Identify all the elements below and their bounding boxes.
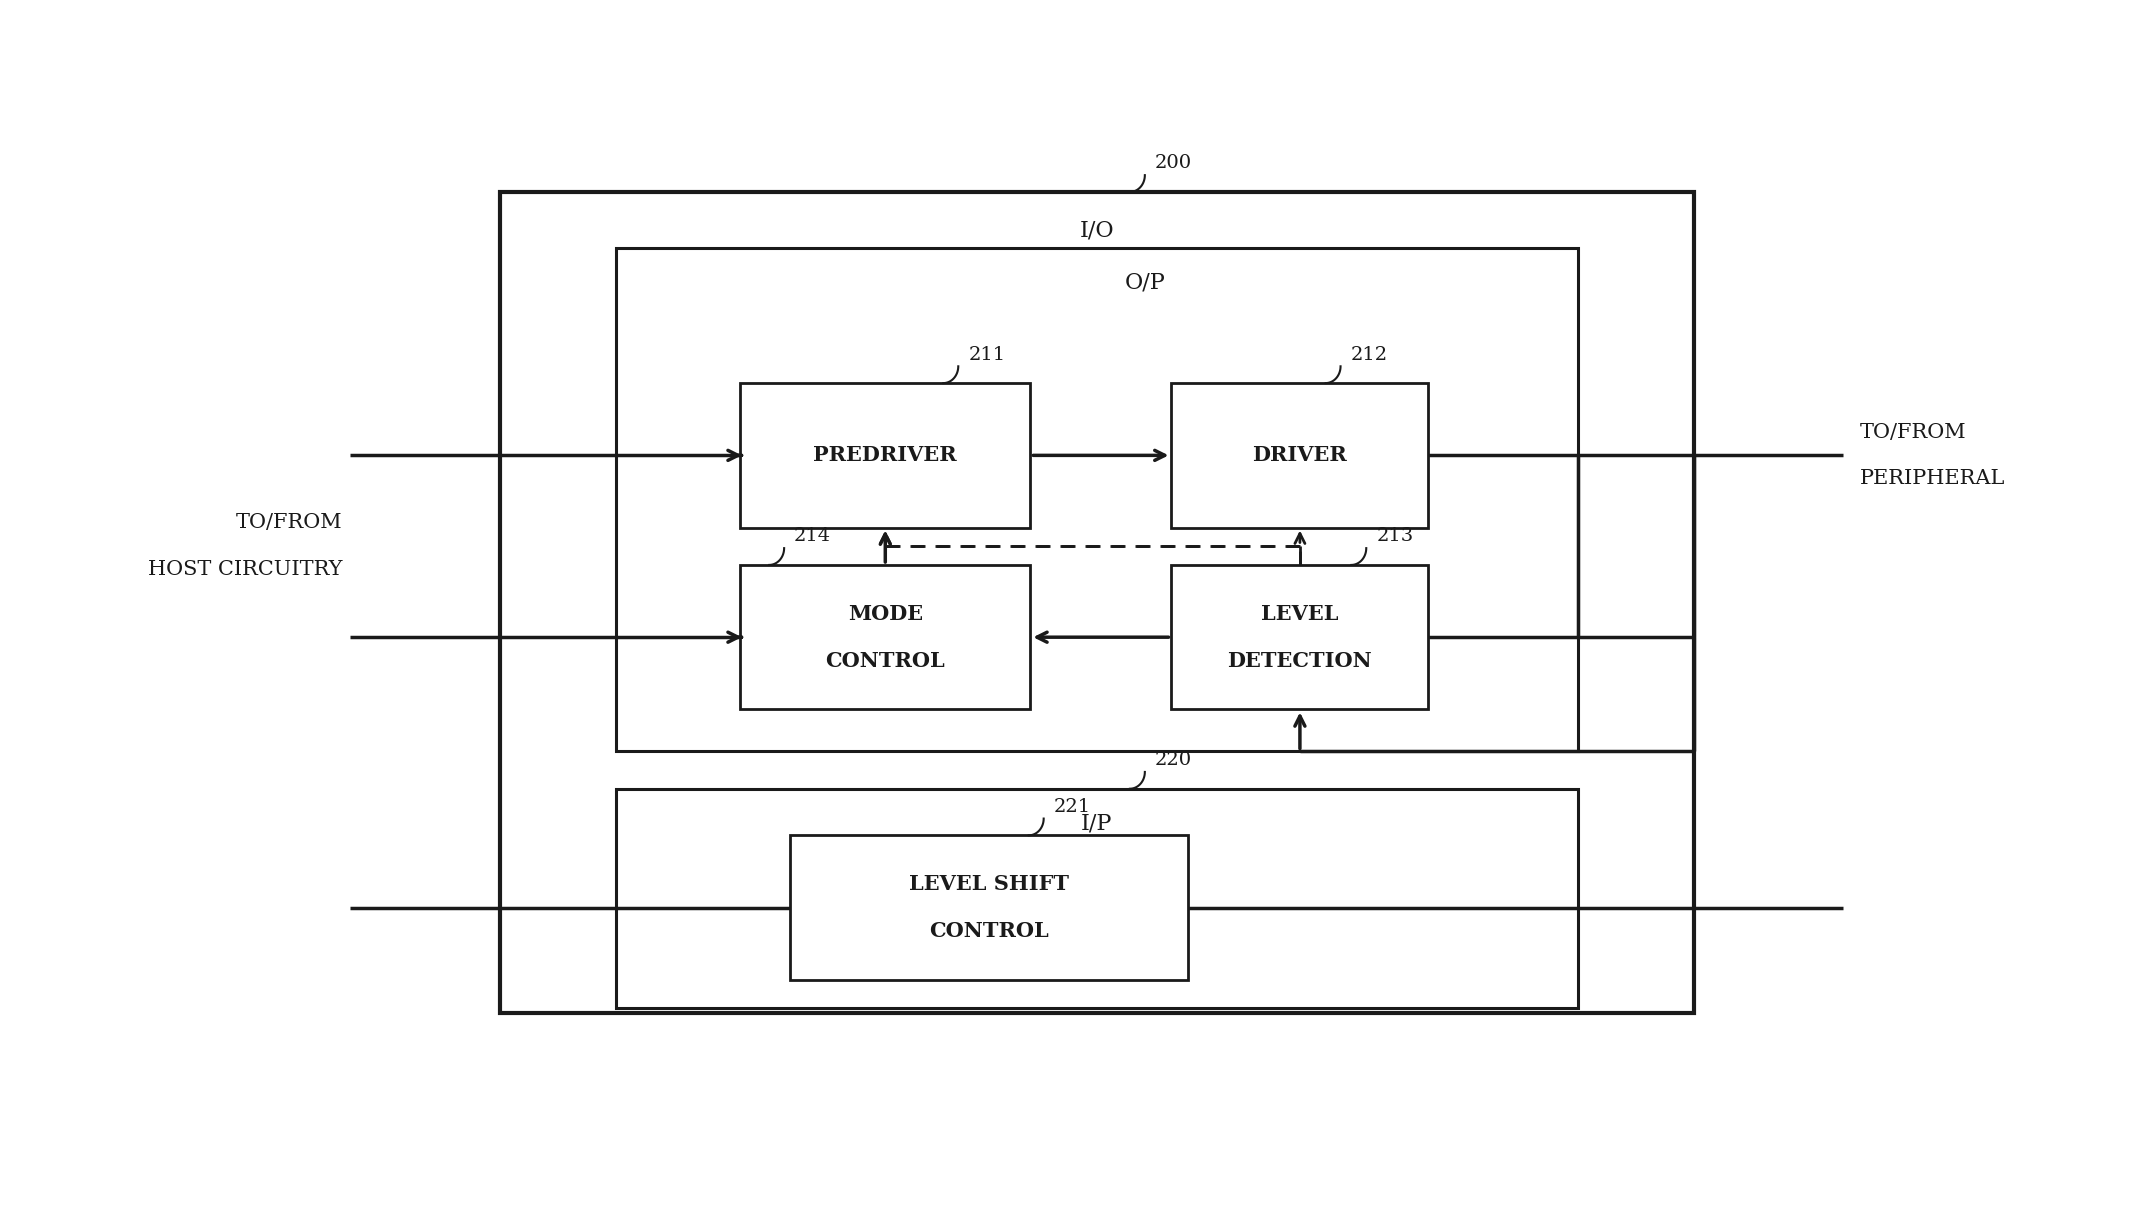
Text: DRIVER: DRIVER: [1252, 446, 1348, 465]
Text: PERIPHERAL: PERIPHERAL: [1860, 469, 2005, 488]
Text: HOST CIRCUITRY: HOST CIRCUITRY: [148, 561, 342, 579]
Text: CONTROL: CONTROL: [826, 650, 946, 671]
Bar: [616, 248, 1577, 751]
Text: 211: 211: [967, 345, 1006, 363]
Text: DETECTION: DETECTION: [1228, 650, 1372, 671]
Bar: [1171, 564, 1430, 710]
Text: TO/FROM: TO/FROM: [1860, 423, 1967, 442]
Text: CONTROL: CONTROL: [929, 920, 1049, 941]
Bar: [740, 383, 1029, 528]
Text: 212: 212: [1350, 345, 1387, 363]
Text: 200: 200: [1156, 154, 1192, 172]
Text: LEVEL SHIFT: LEVEL SHIFT: [910, 874, 1070, 894]
Bar: [1171, 383, 1430, 528]
Text: I/P: I/P: [1081, 813, 1113, 834]
Text: 221: 221: [1053, 798, 1091, 816]
Text: 213: 213: [1376, 527, 1412, 545]
Text: 214: 214: [794, 527, 830, 545]
Bar: [616, 788, 1577, 1008]
Text: I/O: I/O: [1079, 220, 1115, 242]
Text: TO/FROM: TO/FROM: [235, 513, 342, 533]
Text: MODE: MODE: [847, 604, 922, 624]
Text: O/P: O/P: [1124, 271, 1164, 293]
Text: 220: 220: [1156, 751, 1192, 769]
Bar: [790, 836, 1188, 980]
Bar: [501, 193, 1695, 1012]
Text: LEVEL: LEVEL: [1260, 604, 1340, 624]
Text: PREDRIVER: PREDRIVER: [813, 446, 957, 465]
Bar: [740, 564, 1029, 710]
